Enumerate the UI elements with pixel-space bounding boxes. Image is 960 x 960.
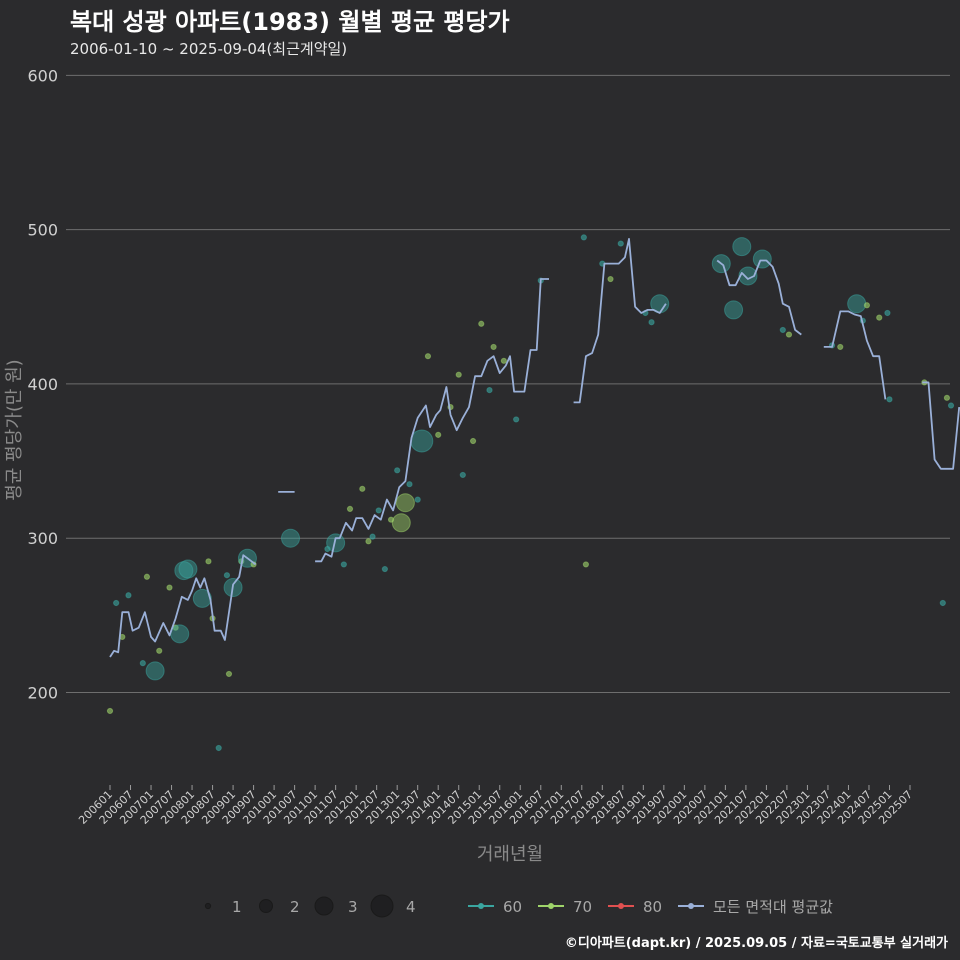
legend-size-marker — [314, 896, 334, 916]
data-point — [395, 493, 415, 513]
legend-dot-swatch — [688, 903, 694, 909]
data-point — [192, 588, 212, 608]
legend-dot-swatch — [478, 903, 484, 909]
data-point — [779, 326, 786, 334]
data-point — [455, 371, 462, 378]
x-axis-ticks: 2006012006072007012007072008012008072009… — [76, 785, 915, 827]
legend-size-label: 1 — [232, 898, 242, 916]
data-point — [215, 744, 222, 752]
data-point — [414, 496, 421, 503]
data-point — [205, 558, 212, 565]
average-line-segment — [109, 554, 257, 658]
data-point — [113, 599, 120, 607]
data-point — [394, 467, 401, 474]
average-line-segment — [823, 310, 887, 400]
data-point — [500, 357, 507, 364]
data-point — [346, 505, 354, 512]
chart-subtitle: 2006-01-10 ~ 2025-09-04(최근계약일) — [70, 40, 348, 58]
data-point — [837, 343, 844, 351]
data-point — [884, 309, 891, 317]
data-point — [580, 234, 587, 241]
data-point — [863, 302, 871, 309]
data-point — [381, 565, 388, 573]
average-line-segment — [922, 381, 960, 470]
data-point — [424, 353, 432, 360]
legend-dot-swatch — [548, 903, 554, 909]
y-axis-ticks: 200 300 400 500 600 — [27, 66, 58, 702]
data-point — [410, 429, 434, 453]
data-point — [178, 559, 198, 579]
data-point — [326, 533, 346, 553]
legend-color-label: 60 — [503, 898, 522, 916]
data-point — [943, 394, 951, 401]
data-point — [340, 561, 347, 568]
data-point — [281, 528, 301, 548]
data-point — [223, 572, 231, 579]
scatter-points — [106, 234, 955, 752]
data-point — [738, 266, 758, 286]
data-point — [947, 402, 955, 409]
data-point — [939, 599, 946, 607]
data-point — [106, 707, 114, 715]
average-line — [109, 238, 960, 658]
data-point — [391, 513, 411, 533]
legend-size-marker — [370, 894, 394, 918]
data-point — [648, 319, 655, 326]
data-point — [886, 396, 893, 403]
data-point — [143, 573, 151, 580]
data-point — [145, 661, 165, 681]
average-line-segment — [716, 259, 802, 336]
data-point — [125, 592, 132, 599]
legend-color-label: 80 — [643, 898, 662, 916]
legend-size-marker — [259, 899, 273, 913]
data-point — [486, 387, 493, 394]
y-tick-label: 400 — [27, 375, 58, 394]
data-point — [847, 294, 867, 314]
legend-dot-swatch — [618, 903, 624, 909]
data-point — [225, 670, 233, 678]
data-point — [617, 240, 624, 247]
data-point — [876, 314, 883, 321]
data-point — [490, 343, 497, 351]
data-point — [435, 431, 442, 438]
legend-color-label: 모든 면적대 평균값 — [713, 898, 833, 916]
data-point — [513, 416, 520, 423]
data-point — [170, 624, 190, 644]
data-point — [359, 485, 366, 492]
data-point — [365, 538, 372, 545]
legend-size-label: 2 — [290, 898, 300, 916]
y-axis-label: 평균 평당가(만 원) — [4, 359, 25, 500]
grid-lines — [66, 74, 950, 693]
average-line-segment — [315, 278, 549, 563]
data-point — [369, 533, 376, 540]
data-point — [469, 437, 477, 445]
legend-size-marker — [204, 902, 212, 910]
data-point — [724, 300, 744, 320]
average-line-segment — [573, 238, 667, 404]
data-point — [156, 647, 163, 654]
chart-title: 복대 성광 아파트(1983) 월별 평균 평당가 — [70, 8, 510, 36]
data-point — [459, 471, 466, 479]
footer-credit: ©디아파트(dapt.kr) / 2025.09.05 / 자료=국토교통부 실… — [564, 936, 948, 951]
data-point — [139, 660, 146, 667]
data-point — [166, 584, 173, 591]
legend: 1 2 3 4 60 70 80 모든 면적대 평균값 — [204, 894, 833, 918]
y-tick-label: 200 — [27, 683, 58, 702]
legend-size-label: 4 — [406, 898, 416, 916]
data-point — [375, 507, 382, 514]
data-point — [406, 481, 413, 488]
y-tick-label: 300 — [27, 529, 58, 548]
legend-color-label: 70 — [573, 898, 592, 916]
data-point — [582, 561, 589, 568]
data-point — [752, 249, 772, 269]
data-point — [607, 275, 614, 283]
y-tick-label: 500 — [27, 221, 58, 240]
data-point — [732, 237, 752, 257]
legend-size-label: 3 — [348, 898, 358, 916]
data-point — [478, 320, 485, 327]
y-tick-label: 600 — [27, 66, 58, 85]
data-point — [785, 331, 793, 338]
x-axis-label: 거래년월 — [477, 844, 543, 865]
